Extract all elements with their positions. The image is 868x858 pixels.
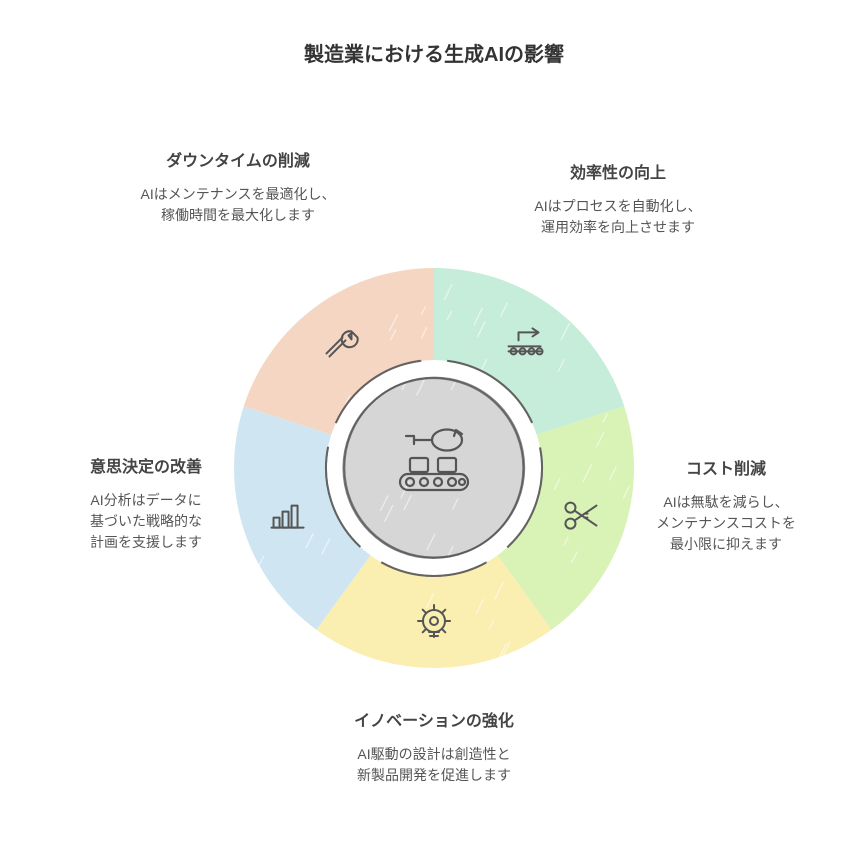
- segment-title: 効率性の向上: [508, 162, 728, 186]
- segment-desc: AIは無駄を減らし、 メンテナンスコストを 最小限に抑えます: [616, 492, 836, 555]
- segment-desc: AIはプロセスを自動化し、 運用効率を向上させます: [508, 196, 728, 238]
- segment-label-innovation: イノベーションの強化 AI駆動の設計は創造性と 新製品開発を促進します: [324, 710, 544, 786]
- segment-label-decision: 意思決定の改善 AI分析はデータに 基づいた戦略的な 計画を支援します: [36, 456, 256, 553]
- segment-label-cost: コスト削減 AIは無駄を減らし、 メンテナンスコストを 最小限に抑えます: [616, 458, 836, 555]
- segment-desc: AIはメンテナンスを最適化し、 稼働時間を最大化します: [128, 184, 348, 226]
- radial-chart: [214, 248, 654, 688]
- page-title: 製造業における生成AIの影響: [0, 38, 868, 67]
- segment-desc: AI駆動の設計は創造性と 新製品開発を促進します: [324, 744, 544, 786]
- segment-label-downtime: ダウンタイムの削減 AIはメンテナンスを最適化し、 稼働時間を最大化します: [128, 150, 348, 226]
- segment-label-efficiency: 効率性の向上 AIはプロセスを自動化し、 運用効率を向上させます: [508, 162, 728, 238]
- segment-desc: AI分析はデータに 基づいた戦略的な 計画を支援します: [36, 490, 256, 553]
- segment-title: 意思決定の改善: [36, 456, 256, 480]
- segment-title: コスト削減: [616, 458, 836, 482]
- segment-title: ダウンタイムの削減: [128, 150, 348, 174]
- segment-title: イノベーションの強化: [324, 710, 544, 734]
